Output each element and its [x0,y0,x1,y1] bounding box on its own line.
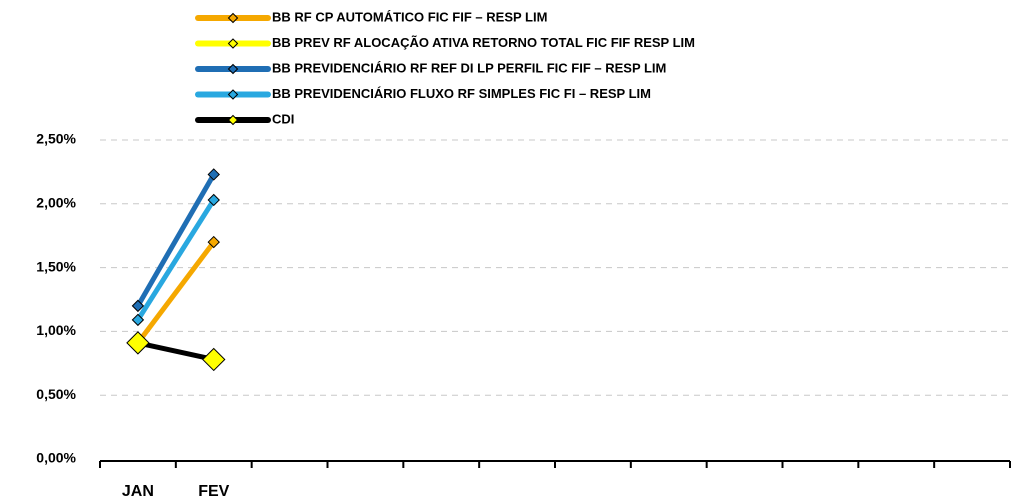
series-line [135,197,217,323]
legend-label: BB RF CP AUTOMÁTICO FIC FIF – RESP LIM [272,9,547,24]
data-point [207,235,220,249]
y-tick-label: 0,00% [36,450,76,466]
legend-marker [227,89,239,100]
data-point [131,313,145,327]
legend-marker [227,38,239,49]
series-line [135,340,217,362]
y-tick-label: 1,50% [36,258,76,274]
y-tick-label: 0,50% [36,386,76,402]
y-tick-label: 1,00% [36,322,76,338]
data-point [207,168,220,181]
x-tick-label: JAN [122,483,154,500]
series-line [135,239,217,346]
y-tick-label: 2,50% [36,131,76,147]
data-point [202,347,226,372]
y-tick-label: 2,00% [36,195,76,211]
legend-label: BB PREVIDENCIÁRIO RF REF DI LP PERFIL FI… [272,60,666,75]
legend-label: CDI [272,111,294,126]
data-point [131,299,145,313]
legend-label: BB PREVIDENCIÁRIO FLUXO RF SIMPLES FIC F… [272,86,651,101]
legend-marker [227,63,239,75]
legend-label: BB PREV RF ALOCAÇÃO ATIVA RETORNO TOTAL … [272,35,695,50]
x-tick-label: FEV [198,483,229,500]
legend: BB RF CP AUTOMÁTICO FIC FIF – RESP LIM BB… [195,9,695,126]
data-point [126,331,150,355]
legend-marker [227,12,239,24]
legend-marker [227,114,239,126]
series-line [135,171,217,309]
data-point [207,193,220,207]
